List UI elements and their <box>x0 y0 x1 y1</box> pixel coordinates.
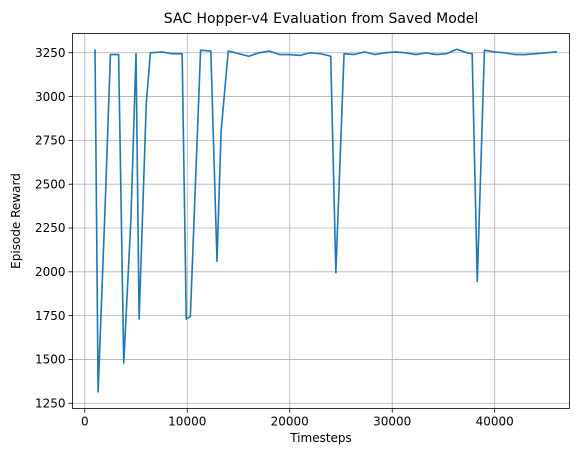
plot-frame <box>72 33 570 409</box>
y-tick-label: 1750 <box>35 309 66 323</box>
tick-layer: 0 10000 20000 30000 40000 1250 1500 1750 2000 225… <box>35 46 514 429</box>
series-layer <box>94 48 558 393</box>
y-tick-label: 3250 <box>35 46 66 60</box>
y-tick-label: 1250 <box>35 396 66 410</box>
x-tick-label: 30000 <box>373 415 411 429</box>
y-tick-label: 2000 <box>35 265 66 279</box>
x-tick-label: 10000 <box>168 415 206 429</box>
y-tick-label: 1500 <box>35 353 66 367</box>
y-tick-label: 3000 <box>35 90 66 104</box>
x-tick-label: 40000 <box>476 415 514 429</box>
episode-reward-line <box>94 48 558 393</box>
grid-layer <box>72 33 570 409</box>
x-tick-label: 20000 <box>271 415 309 429</box>
y-tick-label: 2750 <box>35 134 66 148</box>
y-axis-label: Episode Reward <box>9 173 23 269</box>
x-tick-label: 0 <box>81 415 89 429</box>
y-tick-label: 2500 <box>35 177 66 191</box>
y-tick-label: 2250 <box>35 221 66 235</box>
chart-title: SAC Hopper-v4 Evaluation from Saved Mode… <box>164 11 478 27</box>
x-axis-label: Timesteps <box>289 431 352 445</box>
